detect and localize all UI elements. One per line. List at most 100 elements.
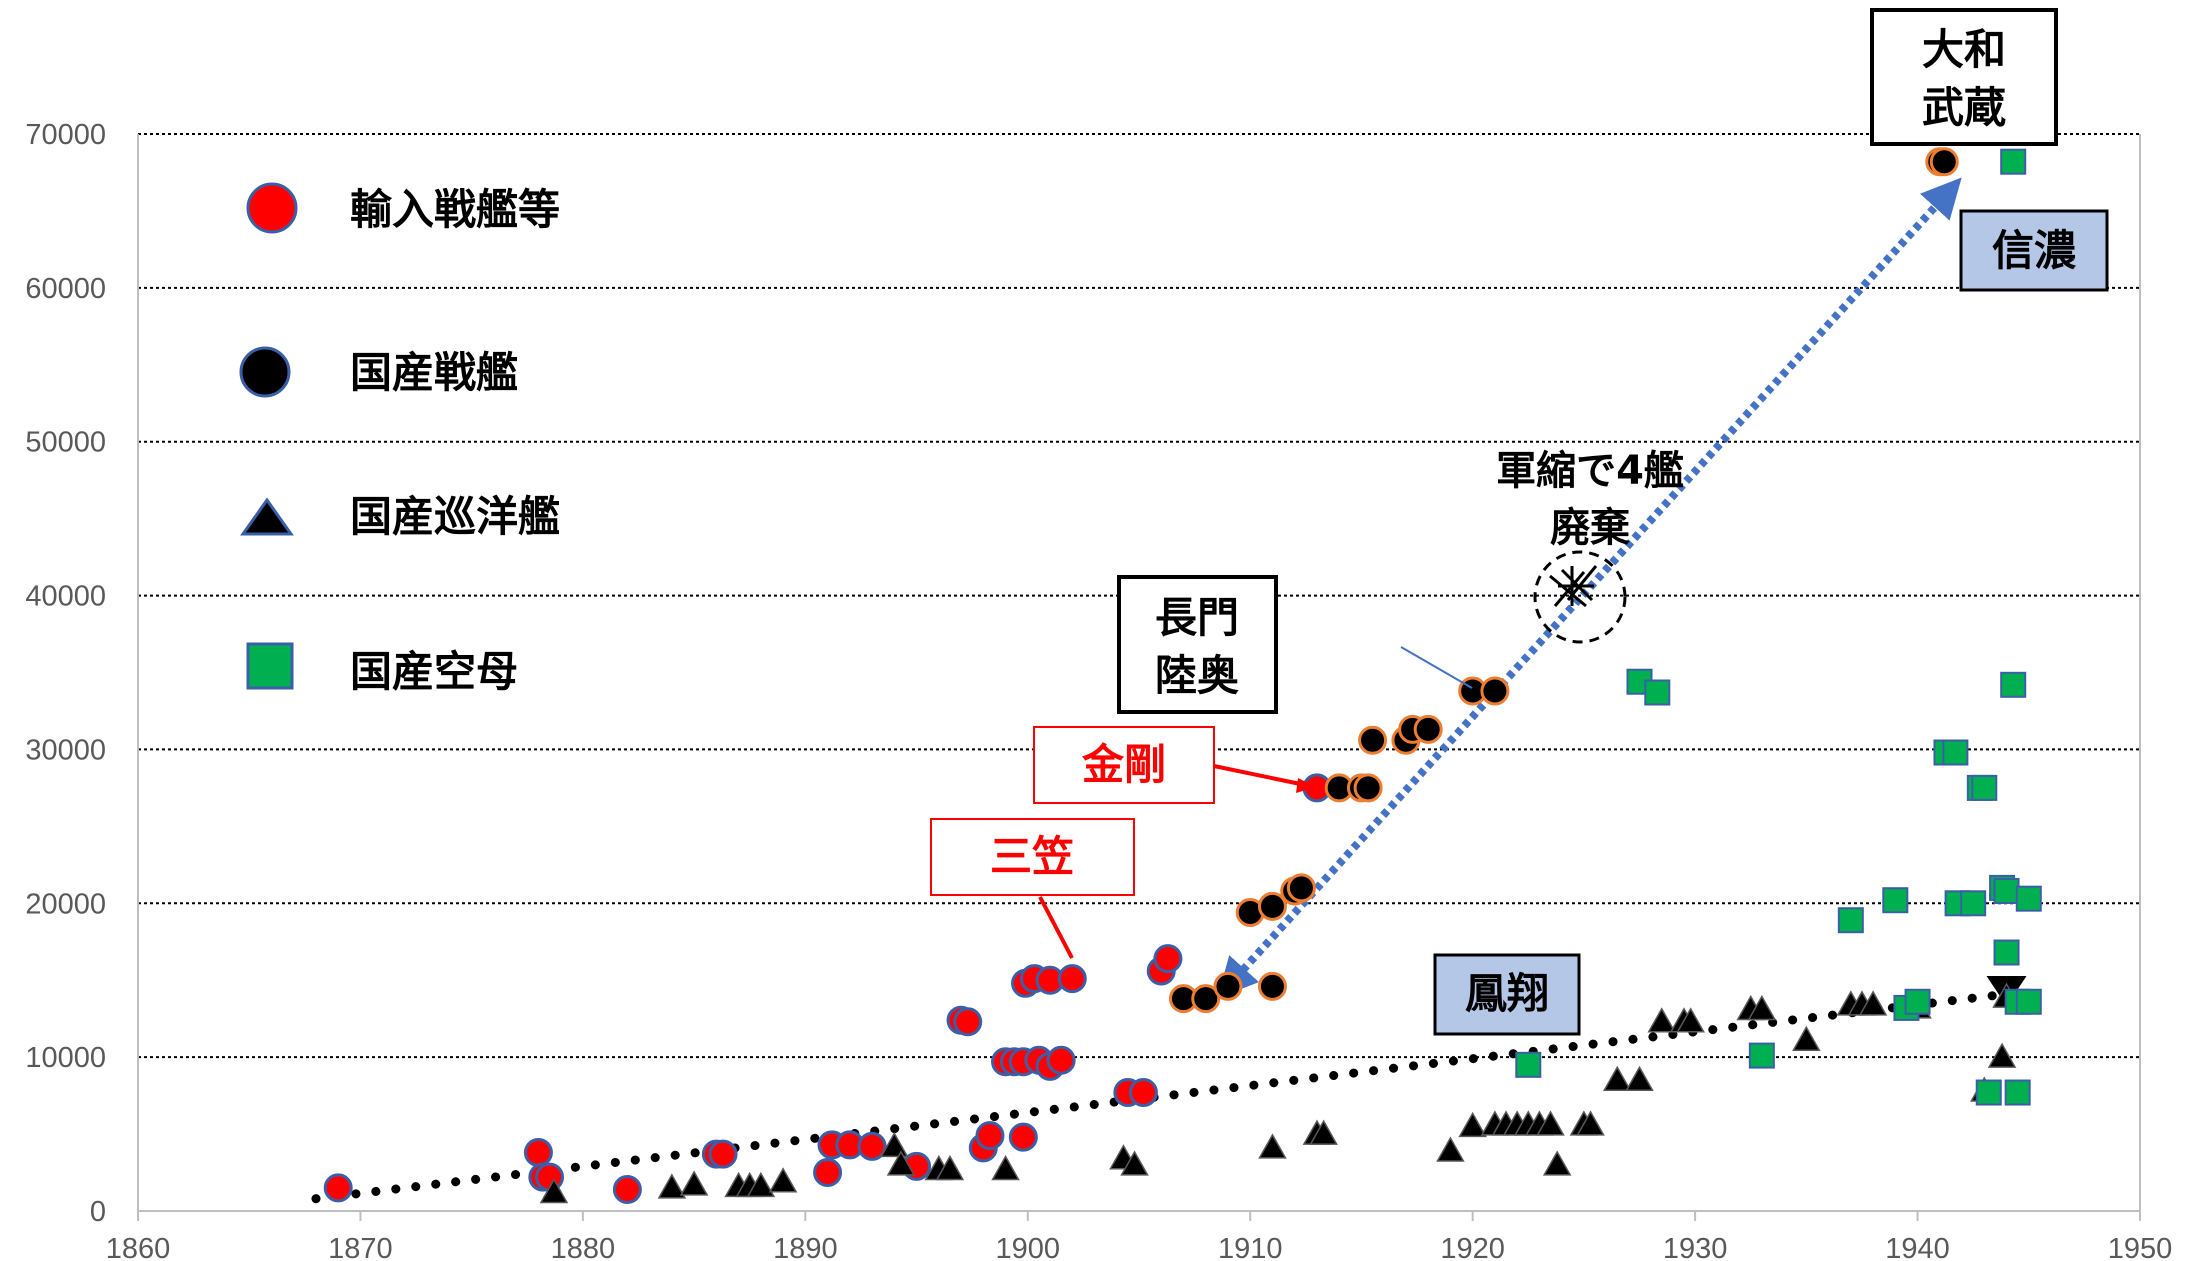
data-point-cruiser xyxy=(1309,1119,1338,1145)
label-yamato: 大和 xyxy=(1922,25,2006,74)
nagato-mutsu-box xyxy=(1117,575,1278,714)
data-point-cruiser xyxy=(768,1167,798,1193)
x-tick-label: 1940 xyxy=(1885,1233,1950,1261)
data-point-imported xyxy=(1046,1045,1076,1075)
kongo-box xyxy=(1033,726,1215,804)
label-kongo: 金剛 xyxy=(1081,740,1166,789)
data-point-imported xyxy=(708,1139,738,1169)
data-point-cruiser xyxy=(1458,1111,1487,1138)
data-point-battleship xyxy=(1257,971,1287,1001)
data-point-cruiser xyxy=(991,1154,1020,1181)
legend-marker-imported xyxy=(246,182,298,234)
data-point-carrier xyxy=(1904,988,1931,1015)
legend-label-imported: 輸入戦艦等 xyxy=(350,185,560,234)
data-point-carrier xyxy=(1626,668,1653,695)
x-tick-label: 1860 xyxy=(106,1233,171,1261)
trend-arrow-battleships xyxy=(1217,177,1962,999)
y-tick-label: 40000 xyxy=(25,581,106,613)
y-tick-label: 30000 xyxy=(25,734,106,766)
hosho-box xyxy=(1433,953,1581,1036)
label-gunshuku-1: 軍縮で4艦 xyxy=(1496,448,1684,494)
yamato-musashi-box xyxy=(1870,8,2058,146)
data-point-battleship xyxy=(1480,676,1510,706)
data-point-cruiser xyxy=(1676,1007,1705,1033)
data-points xyxy=(323,147,2042,1204)
data-point-battleship xyxy=(1353,773,1383,803)
scrapped-ships-circle xyxy=(1533,550,1627,644)
data-point-cruiser xyxy=(1625,1065,1654,1091)
data-point-battleship xyxy=(1191,984,1221,1014)
label-gunshuku-2: 廃棄 xyxy=(1550,505,1630,551)
x-tick-label: 1870 xyxy=(328,1233,393,1261)
data-point-cruiser xyxy=(935,1154,965,1181)
label-mikasa: 三笠 xyxy=(990,832,1074,881)
x-tick-label: 1890 xyxy=(773,1233,838,1261)
data-point-cruiser xyxy=(679,1170,709,1196)
data-point-imported xyxy=(857,1131,887,1161)
data-point-imported xyxy=(1008,1122,1038,1152)
mikasa-box xyxy=(930,818,1135,896)
data-point-cruiser xyxy=(657,1173,687,1199)
annotations: 大和 武蔵 信濃 軍縮で4艦 廃棄 長門 陸奥 金剛 三笠 xyxy=(930,8,2109,1036)
legend-label-cruiser: 国産巡洋艦 xyxy=(350,492,560,541)
legend-label-carrier: 国産空母 xyxy=(350,647,518,696)
data-point-cruiser xyxy=(1576,1110,1605,1136)
x-tick-label: 1880 xyxy=(551,1233,616,1261)
data-point-imported xyxy=(523,1138,553,1168)
data-point-cruiser xyxy=(886,1150,916,1176)
data-point-imported xyxy=(612,1174,642,1204)
data-point-cruiser xyxy=(539,1178,569,1204)
x-tick-label: 1900 xyxy=(996,1233,1061,1261)
data-point-imported xyxy=(1128,1078,1158,1108)
data-point-carrier xyxy=(2015,885,2042,912)
axes: 0 10000 20000 30000 40000 50000 60000 70000 1860… xyxy=(25,119,2172,1261)
data-point-carrier xyxy=(2000,671,2027,698)
data-point-cruiser xyxy=(1536,1110,1565,1136)
data-point-carrier xyxy=(1882,887,1909,914)
data-point-cruiser xyxy=(1258,1133,1287,1159)
data-point-cruiser xyxy=(1436,1136,1465,1162)
scrapped-ships-marks xyxy=(1549,565,1598,608)
legend-marker-carrier xyxy=(246,642,294,690)
data-point-cruiser xyxy=(1120,1150,1149,1176)
data-point-battleship xyxy=(1929,147,1959,177)
y-tick-label: 10000 xyxy=(25,1042,106,1074)
nagato-pointer xyxy=(1400,646,1473,689)
label-musashi: 武蔵 xyxy=(1922,83,2006,132)
legend-marker-battleship xyxy=(239,346,291,398)
x-tick-label: 1920 xyxy=(1440,1233,1505,1261)
data-point-imported xyxy=(975,1121,1005,1151)
data-point-carrier xyxy=(1515,1051,1542,1078)
y-tick-label: 50000 xyxy=(25,427,106,459)
data-point-cruiser xyxy=(1542,1150,1572,1176)
data-point-battleship xyxy=(1257,891,1287,921)
x-tick-label: 1950 xyxy=(2108,1233,2173,1261)
data-point-carrier xyxy=(1993,939,2020,966)
data-point-battleship xyxy=(1286,873,1316,903)
data-point-battleship xyxy=(1413,714,1443,744)
legend-marker-cruiser xyxy=(240,497,294,536)
data-point-cruiser xyxy=(1987,1042,2017,1068)
data-point-carrier xyxy=(1971,774,1998,801)
mikasa-pointer xyxy=(1038,896,1074,959)
data-point-carrier xyxy=(2004,1079,2031,1106)
kongo-pointer-head xyxy=(1296,778,1316,793)
data-point-cruiser xyxy=(746,1171,776,1198)
legend: 輸入戦艦等 国産戦艦 国産巡洋艦 国産空母 xyxy=(239,182,560,696)
data-point-imported xyxy=(813,1158,843,1188)
data-point-cruiser xyxy=(1647,1007,1677,1033)
data-point-carrier xyxy=(1748,1042,1775,1069)
kongo-pointer xyxy=(1213,764,1311,788)
label-hosho: 鳳翔 xyxy=(1465,969,1549,1018)
data-point-carrier xyxy=(1942,739,1969,766)
data-point-carrier xyxy=(1993,877,2020,904)
trend-line-cruisers xyxy=(311,989,2012,1204)
x-tick-label: 1930 xyxy=(1663,1233,1728,1261)
label-shinano: 信濃 xyxy=(1992,226,2077,275)
label-nagato: 長門 xyxy=(1155,593,1239,642)
data-point-cruiser xyxy=(1747,994,1777,1021)
data-point-carrier xyxy=(1960,890,1987,917)
data-point-cruiser xyxy=(1858,990,1888,1016)
data-point-battleship xyxy=(1213,971,1243,1001)
